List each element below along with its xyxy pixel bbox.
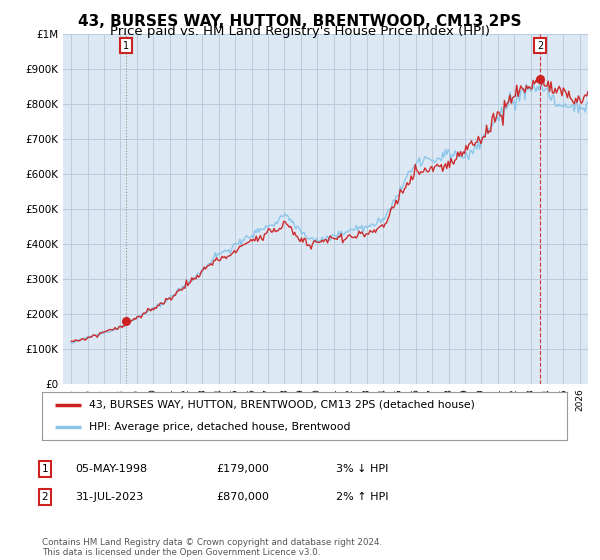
Text: 3% ↓ HPI: 3% ↓ HPI [336,464,388,474]
Text: 2: 2 [41,492,49,502]
Text: £179,000: £179,000 [216,464,269,474]
Text: 1: 1 [41,464,49,474]
Text: £870,000: £870,000 [216,492,269,502]
Text: 2: 2 [537,41,543,50]
Text: HPI: Average price, detached house, Brentwood: HPI: Average price, detached house, Bren… [89,422,351,432]
Text: 05-MAY-1998: 05-MAY-1998 [75,464,147,474]
Text: Price paid vs. HM Land Registry's House Price Index (HPI): Price paid vs. HM Land Registry's House … [110,25,490,38]
Text: 43, BURSES WAY, HUTTON, BRENTWOOD, CM13 2PS: 43, BURSES WAY, HUTTON, BRENTWOOD, CM13 … [78,14,522,29]
Text: 31-JUL-2023: 31-JUL-2023 [75,492,143,502]
Text: 43, BURSES WAY, HUTTON, BRENTWOOD, CM13 2PS (detached house): 43, BURSES WAY, HUTTON, BRENTWOOD, CM13 … [89,400,475,410]
Text: Contains HM Land Registry data © Crown copyright and database right 2024.
This d: Contains HM Land Registry data © Crown c… [42,538,382,557]
Text: 2% ↑ HPI: 2% ↑ HPI [336,492,389,502]
Text: 1: 1 [123,41,129,50]
